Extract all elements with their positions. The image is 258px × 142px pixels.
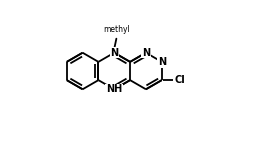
- Text: N: N: [158, 57, 166, 67]
- Text: methyl: methyl: [103, 25, 130, 34]
- Text: N: N: [110, 48, 118, 58]
- Text: Cl: Cl: [174, 75, 185, 85]
- Text: N: N: [142, 48, 150, 58]
- Text: NH: NH: [106, 84, 122, 94]
